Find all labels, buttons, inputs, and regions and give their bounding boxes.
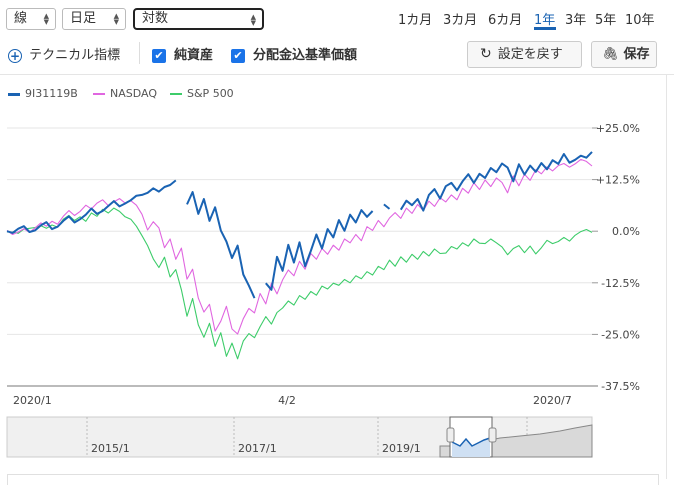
refresh-icon: ↻ (480, 46, 492, 62)
legend-swatch-sp500 (170, 93, 182, 95)
navigator-right-handle (488, 427, 497, 443)
legend-label-nasdaq: NASDAQ (110, 87, 158, 100)
updown-arrows-icon: ▲ ▼ (113, 12, 119, 26)
checkbox-checked-icon: ✔ (152, 48, 166, 63)
x-tick-label: 2020/7 (533, 394, 572, 407)
x-tick-label: 4/2 (278, 394, 296, 407)
y-tick-label: 0.0% (612, 225, 640, 238)
period-3y[interactable]: 3年 (565, 13, 587, 28)
active-period-underline (534, 27, 556, 30)
legend-item-sp500: S&P 500 (170, 87, 234, 100)
net-assets-label: 純資産 (174, 48, 214, 63)
series-line-fund (6, 151, 593, 299)
x-axis: 2020/1 4/2 2020/7 (7, 385, 598, 407)
legend-label-fund: 9I31119B (25, 87, 78, 100)
period-5y[interactable]: 5年 (595, 13, 617, 28)
legend-swatch-nasdaq (93, 93, 105, 95)
navigator-left-handle (446, 427, 455, 443)
technical-indicators-button[interactable]: + テクニカル指標 (8, 44, 120, 63)
y-tick-label: -12.5% (601, 277, 640, 290)
updown-arrows-icon: ▲ ▼ (43, 12, 49, 26)
reset-settings-label: 設定を戻す (497, 47, 563, 62)
save-button[interactable]: 🖇 保存 (591, 41, 657, 68)
legend-item-fund: 9I31119B (8, 87, 78, 100)
legend-item-nasdaq: NASDAQ (93, 87, 157, 100)
chart-type-value: 線 (14, 11, 28, 26)
navigator-tick-label: 2017/1 (238, 442, 277, 455)
y-axis-labels: +25.0% +12.5% 0.0% -12.5% -25.0% -37.5% (596, 122, 640, 393)
frequency-value: 日足 (70, 11, 97, 26)
period-6m[interactable]: 6カ月 (488, 13, 523, 28)
y-tick-label: -37.5% (601, 380, 640, 393)
navigator-tick-label: 2015/1 (91, 442, 130, 455)
net-assets-toggle[interactable]: ✔ 純資産 (152, 44, 213, 63)
updown-arrows-icon: ▲ ▼ (250, 13, 256, 27)
series-lines (6, 151, 593, 360)
chart-grid (7, 127, 598, 387)
reset-settings-button[interactable]: ↻ 設定を戻す (467, 41, 582, 68)
plus-circle-icon: + (8, 48, 22, 63)
period-10y[interactable]: 10年 (625, 13, 655, 28)
legend-label-sp500: S&P 500 (187, 87, 234, 100)
period-3m[interactable]: 3カ月 (443, 13, 478, 28)
y-tick-label: -25.0% (601, 328, 640, 341)
toolbar-divider (139, 42, 140, 64)
save-label: 保存 (623, 47, 650, 62)
technical-indicators-label: テクニカル指標 (29, 48, 121, 63)
paperclip-icon: 🖇 (602, 47, 619, 62)
navigator-selection-line (451, 437, 491, 447)
x-tick-label: 2020/1 (13, 394, 52, 407)
bottom-panel (7, 474, 659, 485)
dividend-price-toggle[interactable]: ✔ 分配金込基準価額 (231, 44, 357, 63)
navigator-selection-area (452, 438, 490, 457)
toolbar-separator (0, 74, 674, 75)
y-tick-label: +25.0% (596, 122, 640, 135)
dividend-price-label: 分配金込基準価額 (253, 48, 358, 63)
y-tick-label: +12.5% (596, 174, 640, 187)
legend-swatch-fund (8, 92, 20, 96)
scale-value: 対数 (142, 11, 169, 26)
panel-border (666, 74, 667, 479)
scale-select[interactable]: 対数 ▲ ▼ (133, 8, 264, 30)
series-line-nasdaq (6, 158, 593, 335)
period-1m[interactable]: 1カ月 (398, 13, 433, 28)
navigator-tick-label: 2019/1 (382, 442, 421, 455)
chart-type-select[interactable]: 線 ▲ ▼ (6, 8, 56, 30)
checkbox-checked-icon: ✔ (231, 48, 245, 63)
frequency-select[interactable]: 日足 ▲ ▼ (62, 8, 126, 30)
period-1y[interactable]: 1年 (534, 13, 556, 28)
